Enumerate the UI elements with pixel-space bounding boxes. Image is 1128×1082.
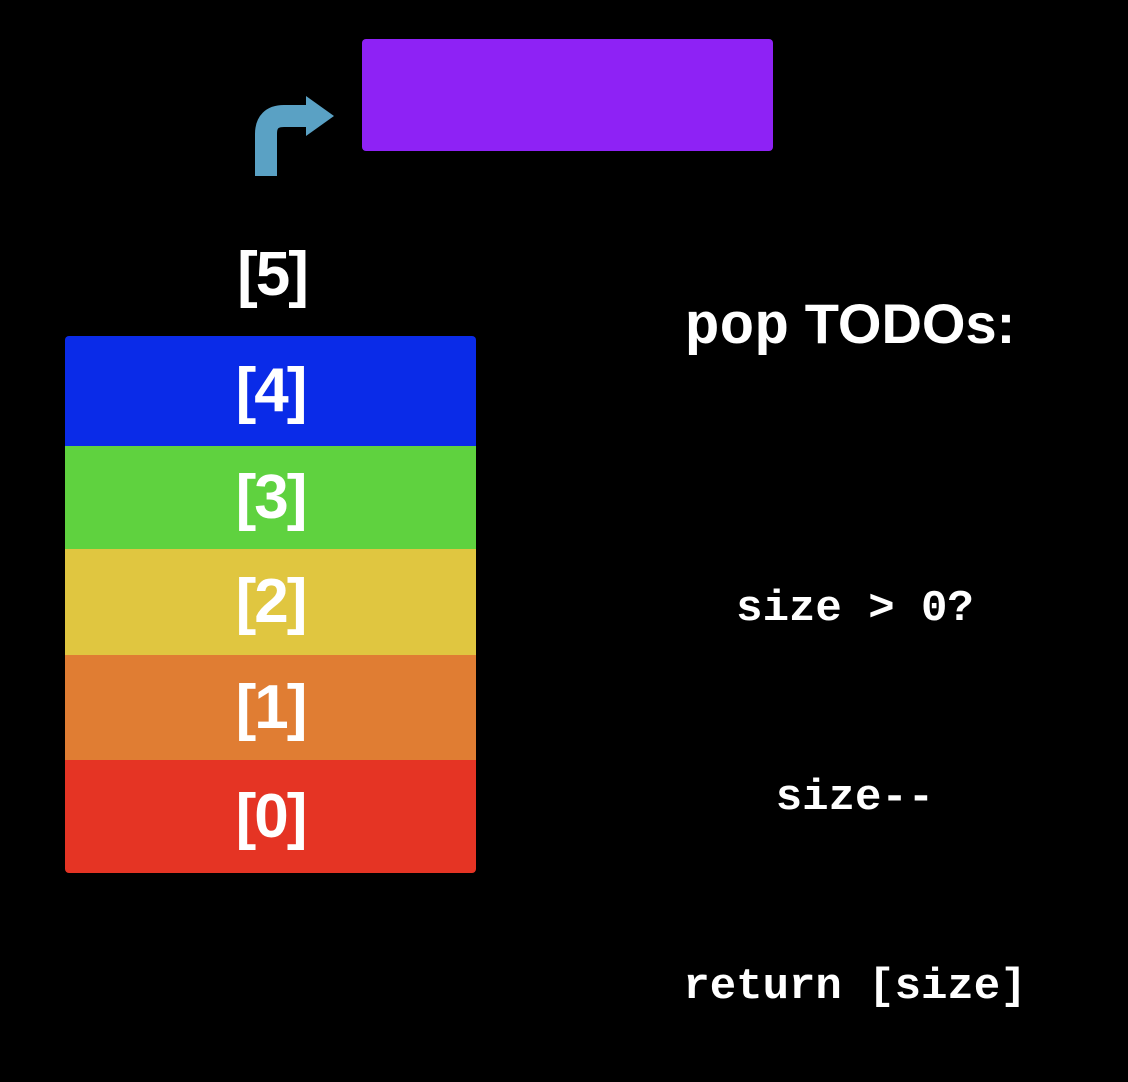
stack-slot-3: [3] <box>65 446 476 549</box>
todo-title: pop TODOs: <box>600 290 1100 364</box>
popped-element-block <box>362 39 773 151</box>
array-stack: [4] [3] [2] [1] [0] <box>65 336 476 873</box>
top-index-label: [5] <box>237 240 309 309</box>
slot-index-label: [3] <box>235 462 308 532</box>
todo-code-lines: size > 0? size-- return [size] <box>600 452 1110 1082</box>
slot-index-label: [0] <box>235 781 308 851</box>
todo-title-suffix: TODOs: <box>804 292 1016 355</box>
slot-index-label: [1] <box>235 672 308 742</box>
stack-slot-1: [1] <box>65 655 476 760</box>
stack-slot-4: [4] <box>65 336 476 446</box>
slot-index-label: [2] <box>235 567 308 636</box>
slot-index-label: [4] <box>235 356 308 425</box>
todo-line: size > 0? <box>736 584 974 634</box>
curved-arrow-icon <box>255 96 334 176</box>
stack-slot-0: [0] <box>65 760 476 873</box>
todo-title-prefix: pop <box>684 296 790 361</box>
todo-line: size-- <box>775 773 935 823</box>
stack-slot-2: [2] <box>65 549 476 655</box>
todo-line: return [size] <box>683 962 1027 1012</box>
